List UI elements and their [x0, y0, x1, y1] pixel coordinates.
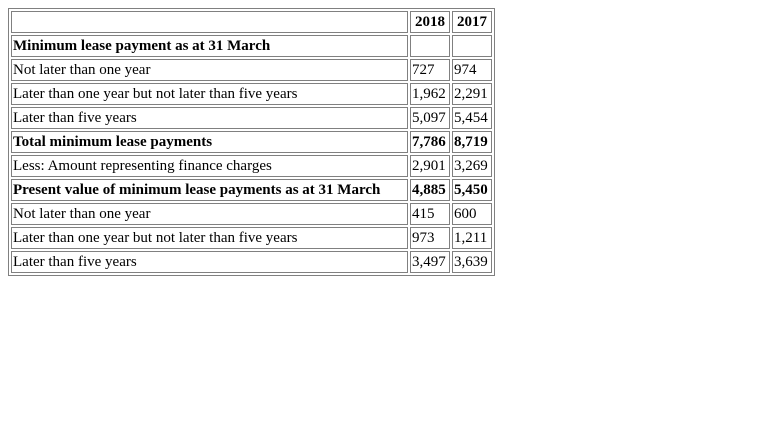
row-value-2018-cell: 3,497	[410, 251, 450, 273]
row-value-2017-cell: 3,269	[452, 155, 492, 177]
row-value-2018-cell: 973	[410, 227, 450, 249]
row-value-2017-cell: 974	[452, 59, 492, 81]
row-value-2018-cell: 7,786	[410, 131, 450, 153]
row-value-2017-cell: 1,211	[452, 227, 492, 249]
row-value-2017-cell	[452, 35, 492, 57]
table-row: Later than five years 5,097 5,454	[11, 107, 492, 129]
lease-table: 2018 2017 Minimum lease payment as at 31…	[8, 8, 495, 276]
row-value-2017-cell: 600	[452, 203, 492, 225]
row-label-cell: Not later than one year	[11, 59, 408, 81]
lease-table-body: 2018 2017 Minimum lease payment as at 31…	[11, 11, 492, 273]
row-label-cell: Not later than one year	[11, 203, 408, 225]
row-value-2017-cell: 5,450	[452, 179, 492, 201]
table-header-row: 2018 2017	[11, 11, 492, 33]
row-value-2018-cell: 2,901	[410, 155, 450, 177]
table-row: Present value of minimum lease payments …	[11, 179, 492, 201]
row-label-cell: Less: Amount representing finance charge…	[11, 155, 408, 177]
table-row: Later than five years 3,497 3,639	[11, 251, 492, 273]
row-label-cell: Later than five years	[11, 107, 408, 129]
table-row: Later than one year but not later than f…	[11, 83, 492, 105]
table-row: Not later than one year 727 974	[11, 59, 492, 81]
table-row: Minimum lease payment as at 31 March	[11, 35, 492, 57]
row-value-2017-cell: 3,639	[452, 251, 492, 273]
table-row: Later than one year but not later than f…	[11, 227, 492, 249]
header-cell-2017: 2017	[452, 11, 492, 33]
row-value-2018-cell: 415	[410, 203, 450, 225]
row-value-2017-cell: 8,719	[452, 131, 492, 153]
row-label-cell: Later than five years	[11, 251, 408, 273]
table-row: Less: Amount representing finance charge…	[11, 155, 492, 177]
header-cell-2018: 2018	[410, 11, 450, 33]
table-row: Total minimum lease payments 7,786 8,719	[11, 131, 492, 153]
header-cell-label	[11, 11, 408, 33]
row-label-cell: Present value of minimum lease payments …	[11, 179, 408, 201]
row-value-2018-cell: 4,885	[410, 179, 450, 201]
row-label-cell: Later than one year but not later than f…	[11, 227, 408, 249]
row-label-cell: Later than one year but not later than f…	[11, 83, 408, 105]
row-label-cell: Minimum lease payment as at 31 March	[11, 35, 408, 57]
row-value-2018-cell: 1,962	[410, 83, 450, 105]
row-value-2018-cell: 727	[410, 59, 450, 81]
row-value-2017-cell: 2,291	[452, 83, 492, 105]
row-value-2018-cell: 5,097	[410, 107, 450, 129]
row-value-2018-cell	[410, 35, 450, 57]
row-label-cell: Total minimum lease payments	[11, 131, 408, 153]
row-value-2017-cell: 5,454	[452, 107, 492, 129]
table-row: Not later than one year 415 600	[11, 203, 492, 225]
